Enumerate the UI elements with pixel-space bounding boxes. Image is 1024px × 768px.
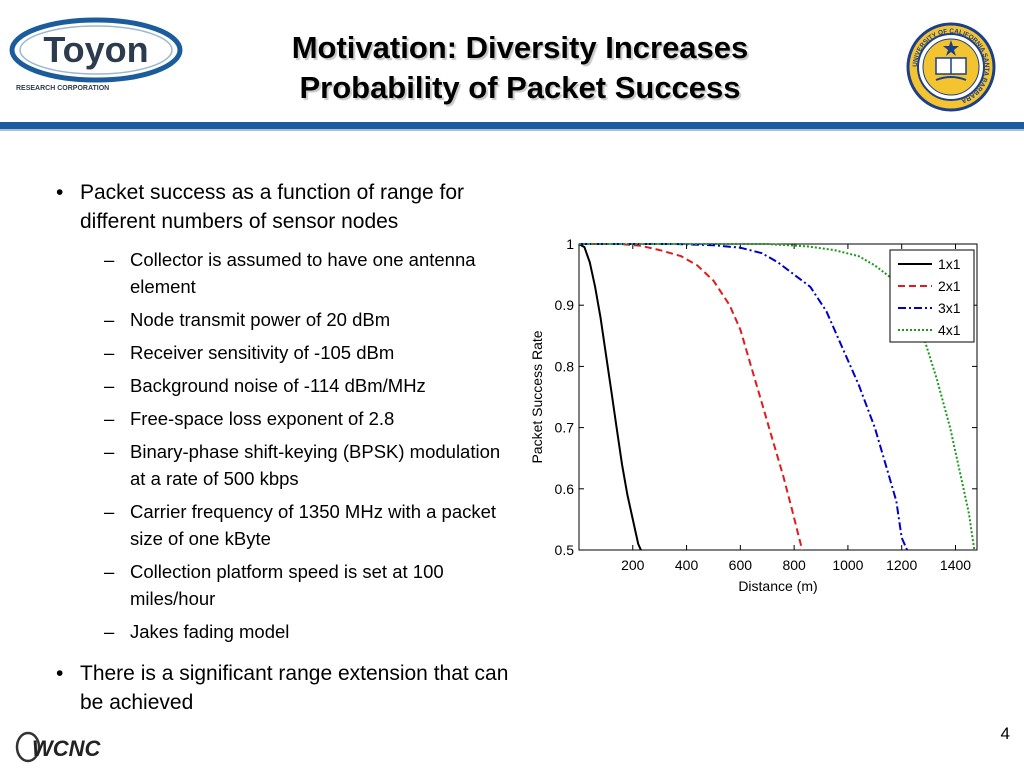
header-divider — [0, 122, 1024, 129]
legend-box — [889, 249, 975, 343]
x-tick-label: 200 — [621, 557, 645, 573]
packet-success-chart: 0.5 0.6 0.7 0.8 0.9 1 200 400 600 800 1000 1200 1400… — [520, 236, 990, 606]
sub-bullet-text: Background noise of -114 dBm/MHz — [130, 375, 426, 396]
x-tick-label: 800 — [782, 557, 806, 573]
legend-label: 3x1 — [938, 300, 961, 316]
sub-bullet-text: Binary-phase shift-keying (BPSK) modulat… — [130, 441, 501, 489]
bullet-item: • There is a significant range extension… — [50, 659, 520, 717]
x-tick-label: 1000 — [832, 557, 863, 573]
wcnc-logo-text: WCNC — [32, 736, 102, 761]
sub-bullet-item: – Free-space loss exponent of 2.8 — [50, 405, 520, 432]
title-line-2: Probability of Packet Success — [299, 70, 741, 105]
bullet-glyph: • — [56, 181, 64, 204]
y-tick-label: 0.5 — [555, 542, 575, 558]
title-line-1: Motivation: Diversity Increases — [291, 30, 749, 65]
wcnc-logo: WCNC — [15, 731, 102, 763]
sub-bullet-item: – Carrier frequency of 1350 MHz with a pa… — [50, 498, 520, 552]
legend-label: 1x1 — [938, 256, 961, 272]
x-tick-label: 600 — [729, 557, 753, 573]
sub-bullet-text: Collector is assumed to have one antenna… — [130, 249, 476, 297]
y-tick-label: 0.8 — [555, 358, 575, 374]
dash-glyph: – — [104, 249, 115, 270]
bullet-text: Packet success as a function of range fo… — [80, 181, 465, 233]
university-seal-logo: UNIVERSITY OF CALIFORNIA SANTA BARBARA — [906, 22, 996, 112]
sub-bullet-text: Carrier frequency of 1350 MHz with a pac… — [130, 501, 497, 549]
y-axis-label: Packet Success Rate — [529, 330, 545, 463]
sub-bullet-text: Jakes fading model — [130, 621, 290, 642]
dash-glyph: – — [104, 621, 115, 642]
series-line-2x1 — [579, 243, 804, 551]
sub-bullet-text: Receiver sensitivity of -105 dBm — [130, 342, 395, 363]
dash-glyph: – — [104, 441, 115, 462]
x-tick-label: 1400 — [940, 557, 971, 573]
x-axis-label: Distance (m) — [738, 578, 817, 594]
sub-bullet-list: – Collector is assumed to have one antenn… — [50, 246, 520, 645]
dash-glyph: – — [104, 408, 115, 429]
dash-glyph: – — [104, 375, 115, 396]
sub-bullet-item: – Binary-phase shift-keying (BPSK) modula… — [50, 438, 520, 492]
series-line-1x1 — [578, 243, 642, 551]
x-tick-label: 400 — [675, 557, 699, 573]
sub-bullet-text: Free-space loss exponent of 2.8 — [130, 408, 395, 429]
y-tick-label: 1 — [566, 236, 574, 252]
toyon-logo: Toyon RESEARCH CORPORATION — [9, 17, 183, 92]
legend-label: 4x1 — [938, 322, 961, 338]
sub-bullet-item: – Receiver sensitivity of -105 dBm — [50, 339, 520, 366]
dash-glyph: – — [104, 501, 115, 522]
sub-bullet-item: – Jakes fading model — [50, 618, 520, 645]
toyon-logo-text: Toyon — [43, 29, 148, 70]
sub-bullet-item: – Collector is assumed to have one antenn… — [50, 246, 520, 300]
page-title: Motivation: Diversity Increases Probabil… — [190, 28, 850, 108]
bullet-text: There is a significant range extension t… — [80, 662, 509, 714]
series-line-3x1 — [579, 243, 909, 551]
dash-glyph: – — [104, 561, 115, 582]
sub-bullet-text: Collection platform speed is set at 100 … — [130, 561, 444, 609]
header-divider-light — [0, 129, 1024, 131]
page-number: 4 — [1000, 724, 1010, 743]
dash-glyph: – — [104, 342, 115, 363]
sub-bullet-item: – Background noise of -114 dBm/MHz — [50, 372, 520, 399]
sub-bullet-item: – Collection platform speed is set at 100… — [50, 558, 520, 612]
bullet-item: • Packet success as a function of range … — [50, 178, 520, 236]
dash-glyph: – — [104, 309, 115, 330]
bullet-glyph: • — [56, 662, 64, 685]
y-tick-label: 0.6 — [555, 481, 575, 497]
toyon-logo-subtext: RESEARCH CORPORATION — [16, 85, 109, 92]
x-tick-label: 1200 — [886, 557, 917, 573]
sub-bullet-item: – Node transmit power of 20 dBm — [50, 306, 520, 333]
bullet-content: • Packet success as a function of range … — [50, 178, 520, 727]
y-tick-label: 0.7 — [555, 420, 575, 436]
legend-label: 2x1 — [938, 278, 961, 294]
y-tick-label: 0.9 — [555, 297, 575, 313]
sub-bullet-text: Node transmit power of 20 dBm — [130, 309, 391, 330]
